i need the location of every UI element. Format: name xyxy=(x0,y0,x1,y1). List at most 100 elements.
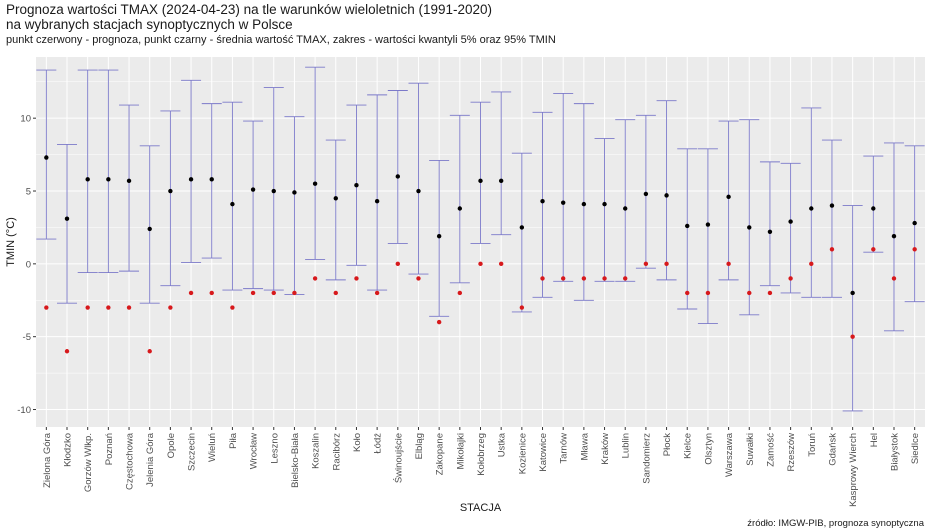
x-tick-label: Płock xyxy=(662,433,673,456)
forecast-point xyxy=(747,290,752,296)
range-bar xyxy=(408,82,429,275)
chart-subtitle: punkt czerwony - prognoza, punkt czarny … xyxy=(6,34,556,46)
range-bar xyxy=(77,69,98,274)
forecast-point xyxy=(829,247,835,252)
x-tick-label: Elbląg xyxy=(414,433,425,459)
x-tick-label: Piła xyxy=(228,432,239,449)
range-bar xyxy=(759,161,780,287)
title-line-1: Prognoza wartości TMAX (2024-04-23) na t… xyxy=(6,2,492,17)
mean-point xyxy=(374,199,380,204)
range-bar xyxy=(119,104,140,272)
range-bar xyxy=(677,148,698,310)
forecast-point xyxy=(230,305,235,310)
source-caption: źródło: IMGW-PIB, prognoza synoptyczna xyxy=(747,518,924,529)
x-tick-label: Olsztyn xyxy=(703,433,714,465)
mean-point xyxy=(271,188,276,194)
forecast-point xyxy=(374,290,380,296)
x-tick-label: Zamość xyxy=(765,433,776,467)
x-tick-label: Ustka xyxy=(497,432,508,457)
y-tick-label: -5 xyxy=(23,332,31,343)
x-tick-label: Kozienice xyxy=(517,433,528,474)
mean-point xyxy=(106,177,111,182)
x-tick-label: Toruń xyxy=(807,433,818,457)
forecast-point xyxy=(788,276,793,281)
mean-point xyxy=(540,199,545,204)
forecast-point xyxy=(912,247,917,252)
mean-point xyxy=(560,200,566,205)
mean-point xyxy=(767,229,773,235)
x-tick-label: Sandomierz xyxy=(641,433,652,484)
x-tick-label: Suwałki xyxy=(745,433,756,466)
x-tick-label: Rzeszów xyxy=(786,433,797,472)
mean-point xyxy=(498,178,504,184)
range-bar xyxy=(594,138,615,282)
forecast-point xyxy=(560,276,566,281)
y-tick-label: -10 xyxy=(17,405,31,416)
forecast-point xyxy=(333,290,338,296)
forecast-point xyxy=(767,290,773,296)
x-tick-label: Koszalin xyxy=(311,433,322,469)
mean-point xyxy=(436,233,442,239)
x-tick-label: Kłodzko xyxy=(63,433,74,467)
forecast-point xyxy=(85,305,90,310)
forecast-point xyxy=(457,290,463,296)
forecast-point xyxy=(416,276,421,281)
mean-point xyxy=(126,178,132,184)
x-tick-label: Łódź xyxy=(373,433,384,454)
range-bar xyxy=(511,152,532,313)
forecast-points xyxy=(44,247,917,354)
range-bar xyxy=(387,90,408,244)
range-bar xyxy=(656,100,677,281)
x-tick-label: Wrocław xyxy=(249,433,260,469)
range-bar xyxy=(305,66,326,260)
range-bar xyxy=(491,91,512,236)
mean-point xyxy=(44,155,49,160)
forecast-point xyxy=(64,349,70,354)
x-tick-label: Świnoujście xyxy=(392,433,404,483)
x-tick-label: Bielsko-Biała xyxy=(290,432,301,488)
mean-point xyxy=(416,188,421,194)
forecast-point xyxy=(581,276,587,281)
forecast-point xyxy=(540,276,545,281)
forecast-point xyxy=(354,276,359,281)
x-tick-label: Siedlce xyxy=(910,433,921,464)
range-bar xyxy=(222,101,243,291)
mean-point xyxy=(64,216,70,221)
mean-point xyxy=(871,206,876,211)
forecast-point xyxy=(664,261,669,267)
range-bar xyxy=(181,79,202,263)
mean-point xyxy=(250,187,256,192)
range-bar xyxy=(57,143,78,304)
x-tick-label: Gorzów Wlkp. xyxy=(83,433,94,492)
mean-point xyxy=(292,190,297,195)
mean-point xyxy=(147,226,152,232)
range-bar xyxy=(98,69,119,274)
mean-point xyxy=(395,174,401,179)
forecast-point xyxy=(602,276,607,281)
mean-point xyxy=(602,201,607,207)
mean-point xyxy=(188,177,194,182)
title-line-2: na wybranych stacjach synoptycznych w Po… xyxy=(6,17,293,32)
range-bar xyxy=(139,145,160,304)
range-bar xyxy=(863,155,884,253)
x-tick-label: Zielona Góra xyxy=(42,432,53,488)
x-tick-label: Kielce xyxy=(683,433,694,459)
x-tick-label: Katowice xyxy=(538,433,549,472)
forecast-point xyxy=(44,305,49,310)
y-tick-label: 0 xyxy=(26,259,31,270)
x-tick-label: Opole xyxy=(166,433,177,458)
forecast-point xyxy=(705,290,711,296)
range-bar xyxy=(532,111,553,298)
mean-point xyxy=(333,196,338,201)
forecast-point xyxy=(685,290,690,296)
mean-point xyxy=(809,206,814,211)
forecast-point xyxy=(850,334,855,339)
range-bar xyxy=(780,162,801,294)
forecast-point xyxy=(126,305,132,310)
range-bar xyxy=(36,69,57,240)
forecast-point xyxy=(809,261,814,267)
mean-point xyxy=(685,223,690,229)
mean-point xyxy=(705,222,711,227)
y-tick-label: 5 xyxy=(26,187,31,198)
